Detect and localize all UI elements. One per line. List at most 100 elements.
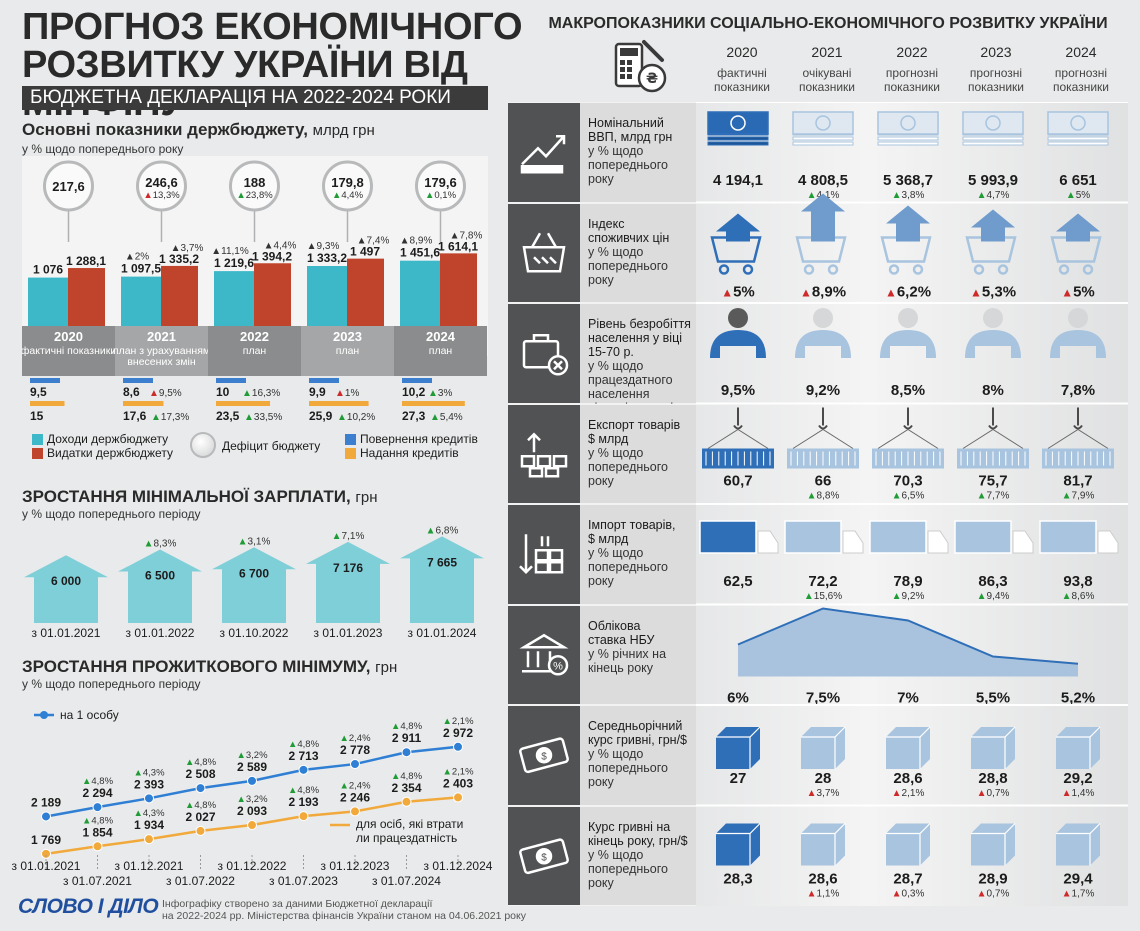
row-label: Рівень безробіття населення у віці 15-70 …	[588, 317, 694, 415]
wage-arrow	[212, 547, 296, 623]
subsistence-title: ЗРОСТАННЯ ПРОЖИТКОВОГО МІНІМУМУ, грн	[22, 657, 398, 676]
series-point	[41, 811, 51, 822]
budget-note: у % щодо попереднього року	[22, 142, 184, 156]
macro-year-sublabel-line: фактичні	[717, 66, 767, 80]
row-label-cell	[580, 103, 696, 202]
legend-credit: Надання кредитів	[345, 446, 459, 460]
row-label-line: Імпорт товарів,	[588, 518, 676, 532]
macro-year-sublabel-line: показники	[967, 80, 1024, 94]
legend-deficit-circle	[190, 432, 216, 458]
row-icon-cell	[508, 103, 580, 202]
series-point	[401, 747, 412, 758]
row-icon-cell: $	[508, 806, 580, 905]
expense-bar	[440, 253, 477, 326]
series-point	[298, 811, 309, 822]
repay-change: ▲3%	[428, 388, 452, 399]
credit-value: 17,6	[123, 409, 147, 423]
macro-year-sublabel: очікувані показники	[785, 66, 869, 94]
series-value: 1 854	[82, 825, 112, 839]
budget-year-sublabel: план	[243, 345, 267, 357]
series-point	[92, 802, 103, 813]
date-label: з 01.01.2021	[12, 859, 81, 873]
svg-text:$: $	[541, 751, 547, 762]
series-value: 1 769	[31, 833, 61, 847]
export-boxes-icon	[520, 431, 568, 477]
wage-change: ▲7,1%	[332, 531, 365, 542]
legend-label: для осіб, які втрати ли працездатність	[356, 817, 463, 845]
arrow: ▲	[236, 190, 245, 201]
deficit-change: ▲23,8%	[236, 190, 273, 201]
income-value: 1 097,5	[121, 262, 161, 276]
series-value: 2 778	[340, 743, 370, 757]
row-label-line: кінець року, грн/$	[588, 833, 688, 848]
budget-year-band	[22, 326, 115, 376]
series-point	[350, 806, 360, 817]
wage-value: 6 700	[239, 566, 269, 580]
row-icon-cell	[508, 304, 580, 403]
row-label-line: $ млрд	[588, 431, 629, 446]
row-label-line: населення у віці 15-70 р.	[588, 331, 683, 359]
series-point	[453, 741, 463, 752]
series-change: ▲4,8%	[391, 721, 423, 732]
series-point	[247, 820, 257, 831]
deficit-value: 246,6	[145, 175, 178, 190]
row-note: у % щодо попереднього року	[588, 244, 668, 287]
series-change: ▲4,8%	[82, 815, 114, 826]
income-bar	[28, 277, 68, 326]
credit-bar	[402, 401, 465, 406]
row-label-cell	[580, 304, 696, 403]
row-label-line: споживчих цін	[588, 230, 670, 245]
row-label-line: Індекс	[588, 216, 625, 231]
row-note: у % щодо попереднього року	[588, 546, 668, 588]
series-point	[401, 796, 412, 807]
series-value: 2 403	[443, 776, 473, 790]
banknote-icon-glyph: $	[519, 737, 569, 774]
row-note: у % річних на кінець року	[588, 646, 667, 675]
import-boxes-icon-glyph	[519, 534, 564, 575]
deficit-value: 179,6	[424, 175, 457, 190]
series-value: 2 354	[391, 781, 421, 795]
budget-year-band	[394, 326, 487, 376]
arrow: ▲	[143, 190, 152, 201]
series-point	[144, 834, 154, 845]
wage-date: з 01.01.2021	[32, 626, 101, 640]
expense-value: 1 614,1	[438, 239, 478, 253]
macro-year: 2022	[896, 44, 928, 60]
budget-year-label: 2021	[147, 329, 176, 344]
deficit-circle	[229, 160, 280, 212]
series-point	[298, 764, 309, 775]
credit-bar	[30, 401, 65, 406]
footer-note: Інфографіку створено за даними Бюджетної…	[162, 898, 526, 922]
macro-year-sublabel-line: прогнозні	[1054, 66, 1108, 80]
deficit-value: 217,6	[52, 179, 85, 194]
expense-bar	[161, 265, 198, 326]
wage-chart: 6 000 з 01.01.2021 6 500 ▲8,3% з 01.01.2022 6…	[24, 525, 484, 640]
wage-change: ▲3,1%	[238, 536, 271, 547]
expense-change: ▲4,4%	[264, 240, 297, 251]
series-point	[41, 848, 51, 859]
legend-deficit: Дефіцит бюджету	[222, 439, 321, 453]
credit-change: ▲17,3%	[151, 412, 189, 423]
expense-change: ▲7,8%	[450, 230, 483, 241]
repay-value: 9,9	[309, 385, 326, 399]
budget-year-label: 2020	[54, 329, 83, 344]
budget-year-sublabel: внесених змін	[127, 356, 196, 368]
income-change: ▲2%	[125, 252, 149, 263]
budget-year-sublabel: план	[429, 345, 453, 357]
wage-date: з 01.10.2022	[220, 626, 289, 640]
macro-title: МАКРОПОКАЗНИКИ СОЦІАЛЬНО-ЕКОНОМІЧНОГО РО…	[548, 15, 1108, 32]
repay-bar	[123, 378, 153, 383]
deficit-circle	[43, 160, 94, 212]
series-point	[247, 775, 257, 786]
credit-value: 25,9	[309, 409, 333, 423]
row-label-cell	[580, 806, 696, 905]
income-bar	[121, 276, 161, 326]
basket-icon-glyph	[522, 232, 566, 272]
series-point	[195, 825, 206, 836]
income-bar	[214, 271, 254, 326]
macro-year-sublabel: прогнозні показники	[870, 66, 954, 94]
series-change: ▲4,8%	[288, 785, 320, 796]
series-point	[350, 759, 360, 770]
